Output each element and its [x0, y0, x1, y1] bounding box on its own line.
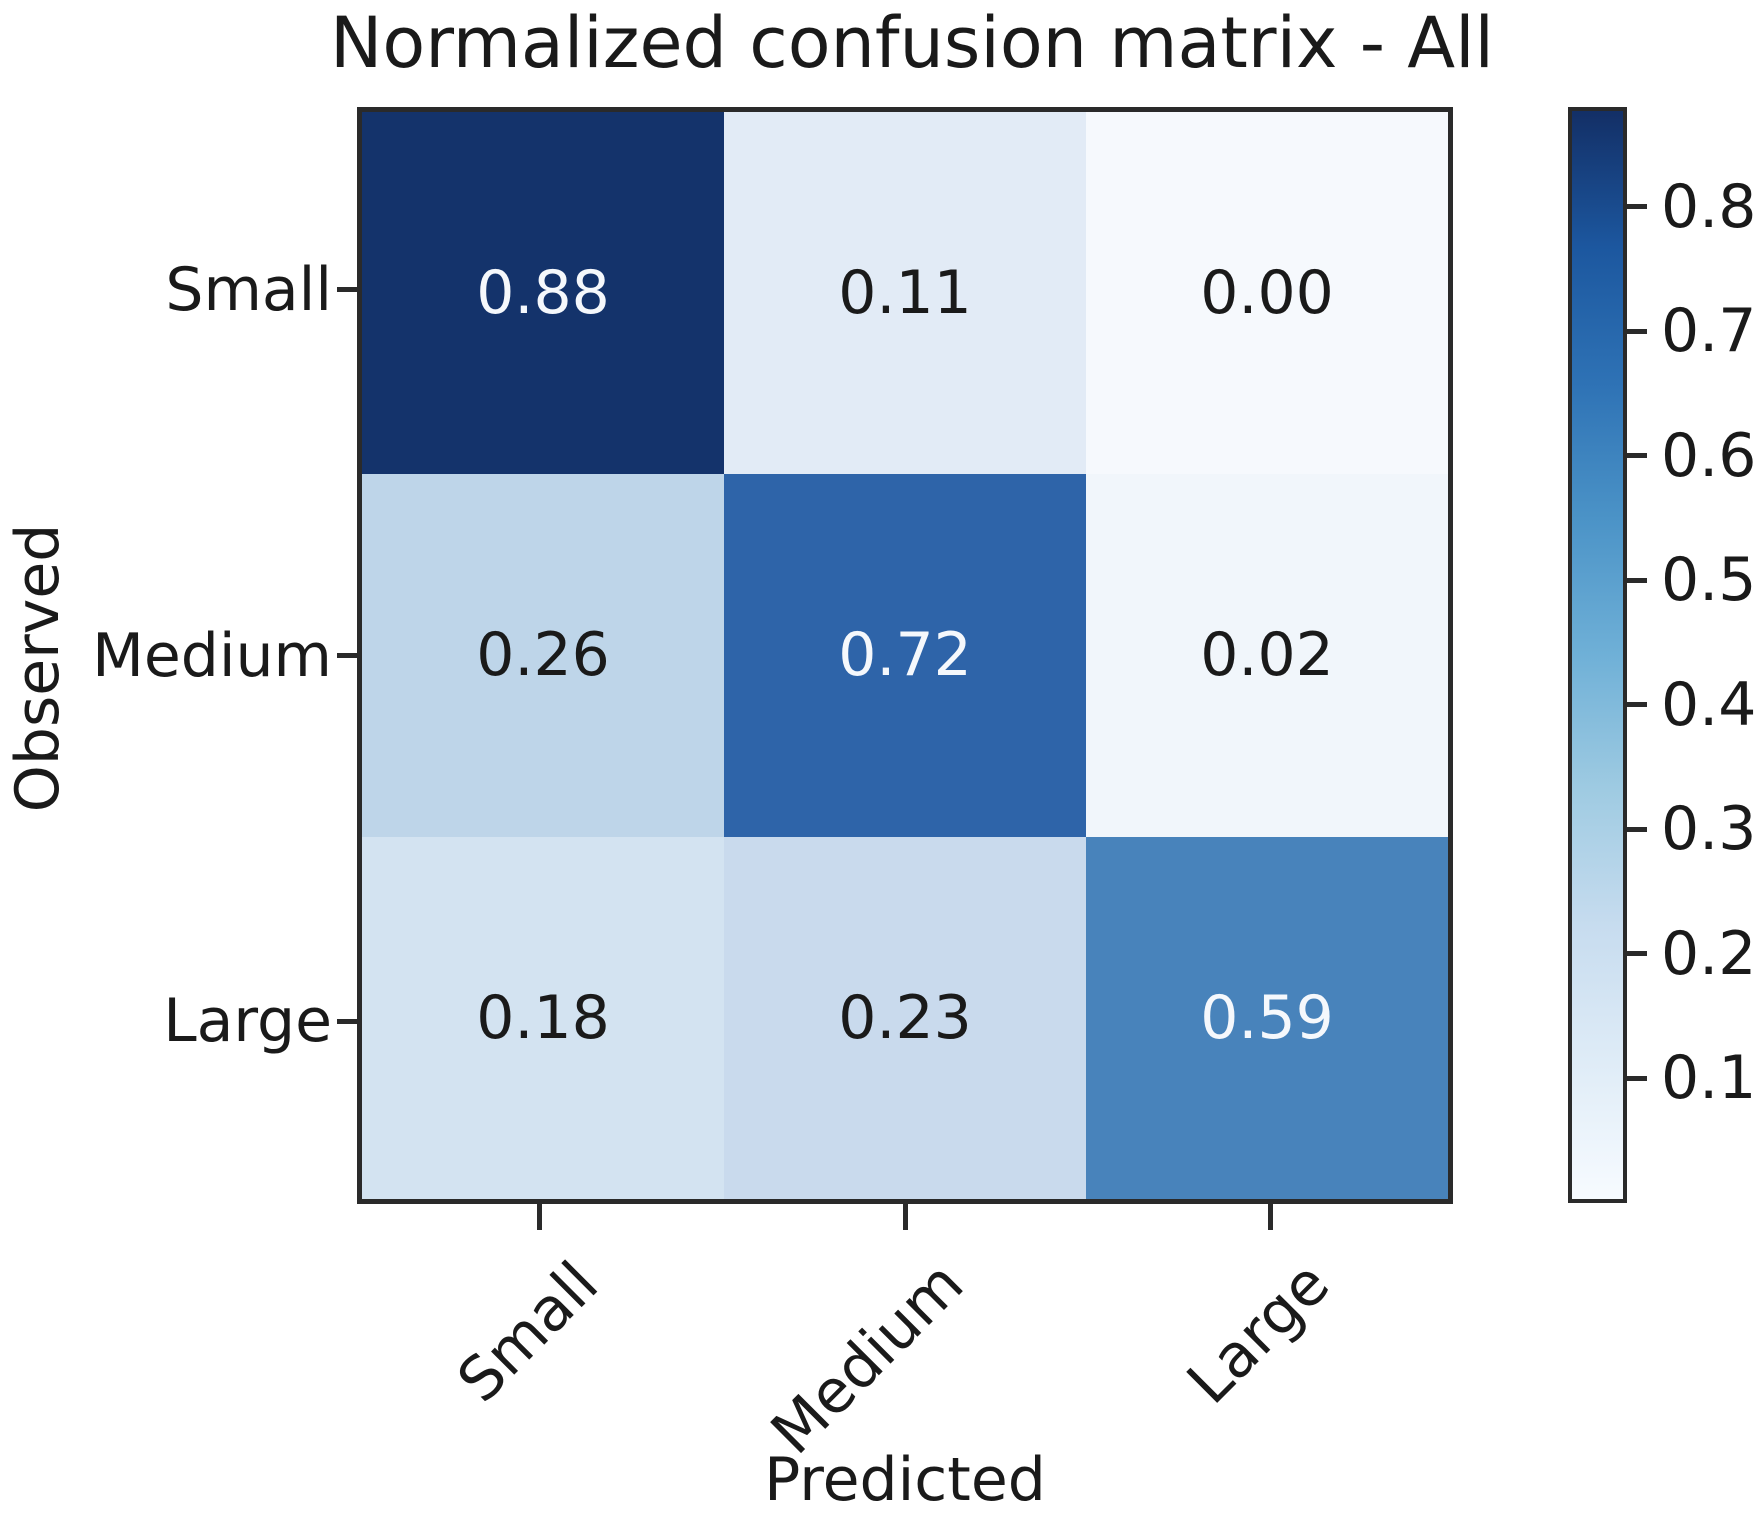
- y-tick-mark: [337, 1018, 357, 1024]
- matrix-cell-medium-small: 0.26: [362, 474, 724, 837]
- y-tick-label-medium: Medium: [92, 620, 332, 691]
- matrix-cell-small-small: 0.88: [362, 112, 724, 475]
- y-tick-mark: [337, 653, 357, 658]
- colorbar-tick-label-0.5: 0.5: [1661, 545, 1757, 616]
- cell-value: 0.72: [838, 620, 972, 691]
- cell-value: 0.23: [838, 982, 972, 1053]
- colorbar-tick-label-0.2: 0.2: [1661, 918, 1757, 989]
- colorbar-tick-mark: [1627, 1075, 1647, 1081]
- colorbar-tick-label-0.1: 0.1: [1661, 1043, 1757, 1114]
- matrix-cell-medium-medium: 0.72: [724, 474, 1086, 837]
- matrix-cell-large-small: 0.18: [362, 836, 724, 1199]
- colorbar-tick-mark: [1627, 328, 1647, 334]
- colorbar-tick-label-0.8: 0.8: [1661, 171, 1757, 242]
- cell-value: 0.18: [476, 982, 610, 1053]
- matrix-cell-medium-large: 0.02: [1086, 474, 1448, 837]
- matrix-cell-large-medium: 0.23: [724, 836, 1086, 1199]
- colorbar-tick-mark: [1627, 204, 1647, 210]
- colorbar-tick-label-0.4: 0.4: [1661, 669, 1757, 740]
- cell-value: 0.00: [1200, 258, 1334, 329]
- cell-value: 0.02: [1200, 620, 1334, 691]
- chart-title: Normalized confusion matrix - All: [330, 2, 1494, 84]
- x-tick-label-medium: Medium: [758, 1248, 978, 1468]
- cell-value: 0.11: [838, 258, 972, 329]
- cell-value: 0.59: [1200, 982, 1334, 1053]
- y-tick-label-small: Small: [165, 254, 332, 325]
- x-tick-mark: [1267, 1204, 1273, 1230]
- colorbar-tick-mark: [1627, 951, 1647, 957]
- colorbar-tick-mark: [1627, 826, 1647, 832]
- x-axis-label: Predicted: [764, 1445, 1046, 1515]
- y-axis-label: Observed: [3, 523, 73, 813]
- colorbar-tick-mark: [1627, 577, 1647, 583]
- colorbar-tick-label-0.3: 0.3: [1661, 794, 1757, 865]
- matrix-cell-large-large: 0.59: [1086, 836, 1448, 1199]
- colorbar-tick-label-0.6: 0.6: [1661, 420, 1757, 491]
- heatmap-grid: 0.88 0.11 0.00 0.26 0.72 0.02 0.18 0.23 0.59: [357, 107, 1453, 1204]
- cell-value: 0.26: [476, 620, 610, 691]
- matrix-cell-small-large: 0.00: [1086, 112, 1448, 475]
- colorbar-tick-label-0.7: 0.7: [1661, 296, 1757, 367]
- x-tick-mark: [902, 1204, 908, 1230]
- y-tick-label-large: Large: [163, 986, 332, 1057]
- x-tick-label-large: Large: [1173, 1248, 1343, 1418]
- cell-value: 0.88: [476, 258, 610, 329]
- y-tick-mark: [337, 287, 357, 293]
- x-tick-label-small: Small: [444, 1248, 612, 1417]
- colorbar: [1568, 107, 1627, 1203]
- colorbar-tick-mark: [1627, 702, 1647, 708]
- matrix-cell-small-medium: 0.11: [724, 112, 1086, 475]
- colorbar-tick-mark: [1627, 453, 1647, 459]
- x-tick-mark: [537, 1204, 543, 1230]
